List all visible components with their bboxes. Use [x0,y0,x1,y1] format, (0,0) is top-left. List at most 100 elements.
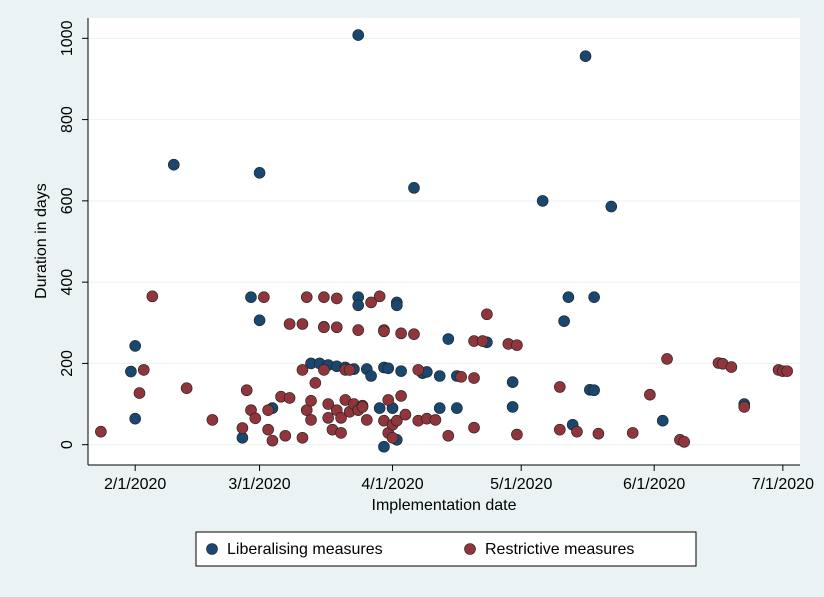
point [571,425,583,438]
point [781,365,793,377]
point [442,333,455,345]
x-tick-label: 3/1/2020 [228,476,290,493]
point [300,291,313,303]
point [365,370,377,382]
point [258,291,270,303]
y-tick-label: 600 [59,187,76,214]
point [249,412,262,425]
point [318,364,330,376]
point [678,436,690,448]
point [378,325,390,338]
point [318,291,330,303]
point [395,365,407,377]
point [506,376,519,388]
point [395,390,407,402]
point [373,402,386,414]
point [386,431,399,444]
point [395,327,407,340]
point [356,401,369,413]
legend-box [195,531,697,567]
point [554,423,566,436]
point [412,364,425,376]
point [322,398,334,410]
point [738,401,751,413]
point [167,158,180,171]
point [433,402,446,414]
x-tick-label: 7/1/2020 [752,476,814,493]
point [129,412,141,425]
point [511,428,523,441]
point [262,404,274,416]
point [125,365,137,378]
x-tick-label: 2/1/2020 [104,476,166,493]
point [562,291,575,303]
x-tick-label: 5/1/2020 [490,476,552,493]
point [579,50,592,62]
point [536,195,549,207]
point [442,429,455,442]
point [408,328,420,340]
point [468,372,480,384]
point [335,427,347,439]
point [554,381,566,393]
point [305,394,317,407]
point [399,408,412,421]
x-axis-title: Implementation date [372,497,517,514]
point [455,371,467,383]
y-axis-title: Duration in days [33,183,50,299]
point [605,200,618,213]
point [378,440,390,453]
point [133,387,146,399]
point [245,291,257,303]
point [305,414,317,426]
point [146,290,159,303]
point [558,315,570,327]
y-tick-label: 200 [59,350,76,377]
point [236,422,249,434]
point [373,290,386,303]
point [206,414,219,426]
point [253,167,266,179]
point [266,434,279,447]
point [725,361,738,373]
point [481,308,493,321]
plot-region [88,18,800,465]
point [180,382,193,394]
point [391,414,403,427]
point [236,431,249,444]
point [661,353,673,365]
point [644,388,656,401]
point [656,414,669,427]
legend-label: Restrictive measures [485,541,634,558]
point [309,377,322,389]
y-tick-label: 800 [59,106,76,133]
point [511,339,523,351]
point [626,427,639,439]
point [382,362,395,375]
point [506,401,519,413]
legend-marker [464,543,476,555]
point [296,318,309,330]
point [283,392,296,404]
point [240,384,253,397]
point [382,394,395,406]
point [468,421,480,434]
y-tick-label: 1000 [59,20,76,56]
point [322,412,334,424]
point [330,292,343,305]
point [279,429,292,442]
x-tick-label: 6/1/2020 [623,476,685,493]
point [330,321,343,334]
point [343,364,356,376]
point [352,29,365,41]
point [296,431,309,444]
point [318,321,330,334]
legend-label: Liberalising measures [227,541,383,558]
point [592,427,605,440]
point [352,324,365,336]
legend-marker [206,543,218,555]
point [253,314,266,327]
point [283,318,296,330]
point [335,412,347,424]
point [476,335,489,347]
